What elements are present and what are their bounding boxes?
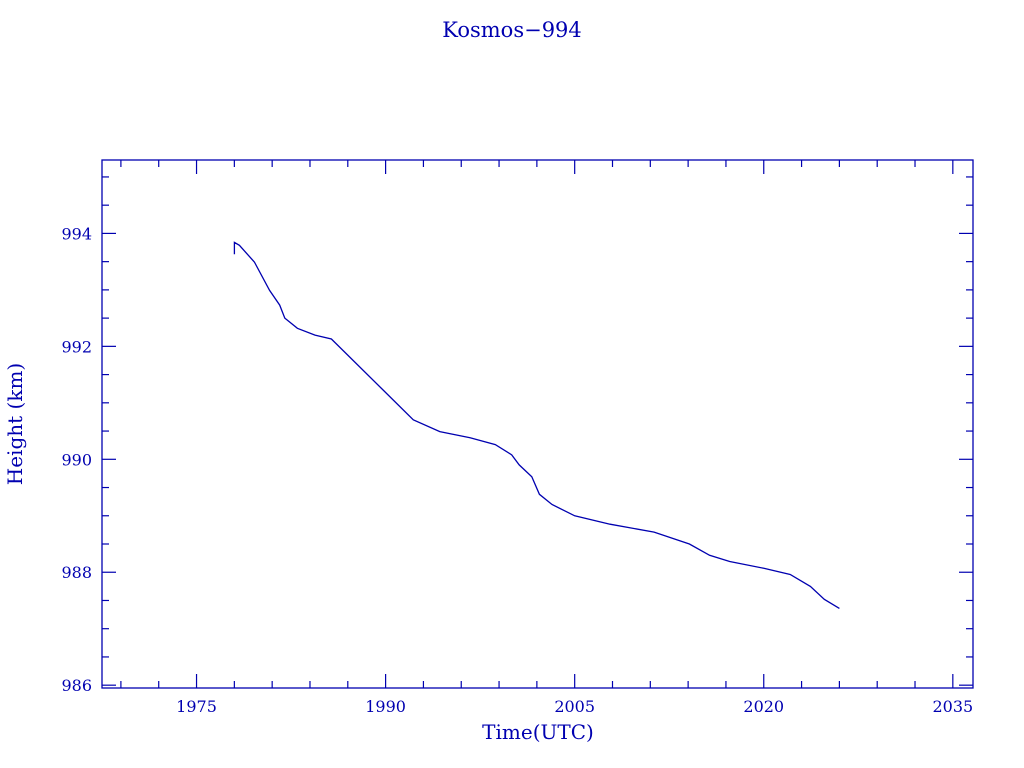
series-line <box>233 241 840 609</box>
x-axis-label: Time(UTC) <box>482 720 594 744</box>
x-tick-label: 1975 <box>176 697 217 716</box>
chart-title: Kosmos−994 <box>442 18 582 42</box>
y-tick-label: 990 <box>61 450 92 469</box>
y-tick-label: 988 <box>61 563 92 582</box>
x-tick-label: 2020 <box>743 697 784 716</box>
y-tick-label: 986 <box>61 676 92 695</box>
y-axis-label: Height (km) <box>3 363 27 485</box>
x-tick-label: 2005 <box>554 697 595 716</box>
plot-frame <box>101 159 974 689</box>
y-tick-label: 994 <box>61 224 92 243</box>
y-tick-label: 992 <box>61 337 92 356</box>
x-tick-label: 1990 <box>365 697 406 716</box>
x-tick-label: 2035 <box>932 697 973 716</box>
